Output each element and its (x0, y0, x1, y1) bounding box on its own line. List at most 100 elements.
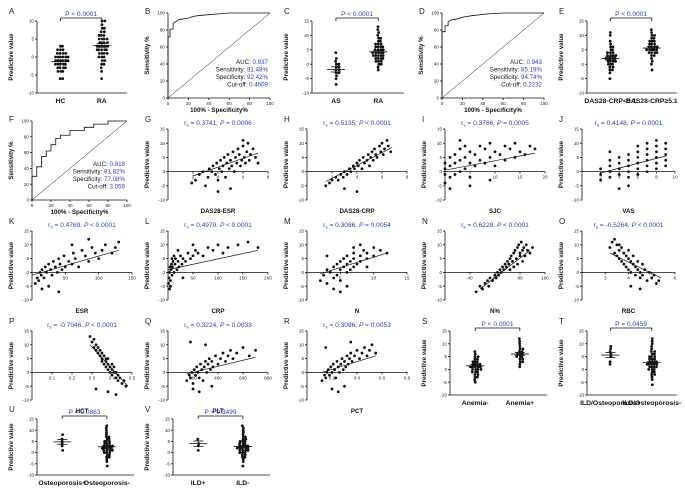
x-tick-label: 20 (186, 101, 192, 106)
data-point (106, 41, 109, 44)
data-point (179, 254, 182, 258)
data-point (94, 387, 98, 391)
r-equals: = (598, 222, 606, 229)
data-point (608, 68, 612, 72)
data-point (336, 178, 340, 182)
panel-Q: Q Predictive value 15 10 5 0 -5 -10 200 400 600 800… (141, 315, 276, 415)
roc-curve (441, 12, 544, 98)
category-label: RA (373, 98, 383, 105)
y-tick-label: 5 (162, 256, 165, 261)
data-point (100, 70, 103, 73)
data-point (624, 254, 628, 258)
data-point (231, 357, 235, 360)
data-point (230, 164, 234, 168)
data-point (108, 448, 112, 452)
panel-K: K Predictive value 15 10 5 0 -5 -10 50 100 150 ESR r… (5, 215, 140, 315)
data-point (99, 30, 103, 34)
data-point (497, 273, 501, 277)
data-point (608, 150, 612, 154)
roc-stat: AUC: 0.943 (510, 59, 543, 66)
p-value: < 0.0001 (226, 222, 252, 229)
data-point (105, 431, 108, 434)
data-point (58, 66, 62, 70)
r-equals: = (189, 222, 197, 229)
data-point (58, 52, 62, 55)
data-point (509, 254, 513, 258)
data-point (216, 190, 220, 193)
data-point (629, 284, 633, 288)
data-point (57, 290, 61, 294)
data-point (617, 156, 621, 159)
y-tick-label: -5 (438, 284, 443, 289)
data-point (247, 158, 251, 162)
y-tick-label: -10 (22, 298, 29, 303)
data-point (655, 365, 658, 369)
y-tick-label: -5 (30, 461, 35, 466)
y-tick-label: -5 (575, 183, 580, 188)
data-point (650, 365, 654, 369)
y-axis-label: Predictive value (8, 423, 15, 471)
data-point (488, 141, 492, 145)
roc-stat: Specificity: 77.08% (73, 176, 126, 183)
y-tick-label: 5 (576, 155, 579, 160)
data-point (241, 138, 245, 142)
data-point (458, 147, 462, 151)
x-axis-label: PLT (212, 408, 223, 415)
panel-P: P Predictive value 15 10 5 0 -5 -10 0.1 0.2 0.3 0.4… (5, 315, 140, 415)
data-point (98, 348, 102, 352)
data-point (483, 147, 487, 151)
data-point (653, 350, 657, 353)
data-point (380, 141, 384, 145)
data-point (170, 262, 173, 266)
data-point (479, 368, 483, 371)
x-tick-label: 100 (266, 101, 274, 106)
y-tick-label: 10 (579, 33, 585, 38)
data-point (108, 451, 112, 454)
x-tick-label: 8 (406, 175, 409, 180)
data-point (501, 265, 504, 269)
data-point (112, 365, 116, 369)
data-point (613, 237, 616, 241)
panel-H: H Predictive value 15 10 5 0 -5 -10 2 4 6 8 DAS28-CR… (280, 113, 415, 215)
data-point (113, 246, 117, 249)
data-point (343, 359, 346, 363)
panel-letter-C: C (284, 7, 290, 16)
data-point (256, 161, 260, 165)
y-tick-label: 10 (160, 342, 166, 347)
data-point (325, 268, 329, 272)
regression-line (444, 152, 536, 171)
data-point (645, 147, 649, 151)
category-label: DAS28-CRP<5.1 (584, 98, 636, 105)
data-point (241, 433, 245, 437)
chart-svg-M: M Predictive value 15 10 5 0 -5 -10 5 10 15 Nrs = 0… (283, 217, 410, 315)
data-point (54, 55, 57, 59)
chart-svg-B: B Sensitivity % 0 20 40 60 80 100 0 20 40 60 80 100 10… (144, 7, 274, 114)
data-point (210, 359, 214, 363)
category-label: Anemia- (462, 400, 489, 407)
roc-stat-key: Specificity: (216, 74, 247, 81)
data-point (241, 144, 245, 148)
data-point (378, 248, 382, 252)
chart-svg-A: A Predictive value 10 5 0 -5 -10 HC RA P < 0.0001 (8, 7, 127, 105)
data-point (55, 271, 59, 274)
regression-line (609, 252, 662, 279)
data-point (476, 357, 479, 361)
x-tick-label: 0.6 (379, 375, 386, 380)
r-value: -0.7046 (59, 322, 82, 329)
x-tick-label: 3 (604, 275, 607, 280)
p-value: < 0.0001 (365, 120, 391, 127)
data-point (650, 342, 654, 346)
x-tick-label: 40 (467, 275, 473, 280)
data-point (627, 268, 630, 272)
data-point (196, 448, 200, 452)
data-point (37, 279, 41, 283)
p-value: = 0.0006 (226, 120, 252, 127)
data-point (645, 48, 649, 52)
data-point (655, 144, 658, 148)
data-point (102, 62, 106, 66)
x-axis-label: N (355, 308, 360, 315)
x-tick-label: 4 (217, 175, 220, 180)
data-point (241, 346, 245, 349)
data-point (650, 68, 654, 72)
